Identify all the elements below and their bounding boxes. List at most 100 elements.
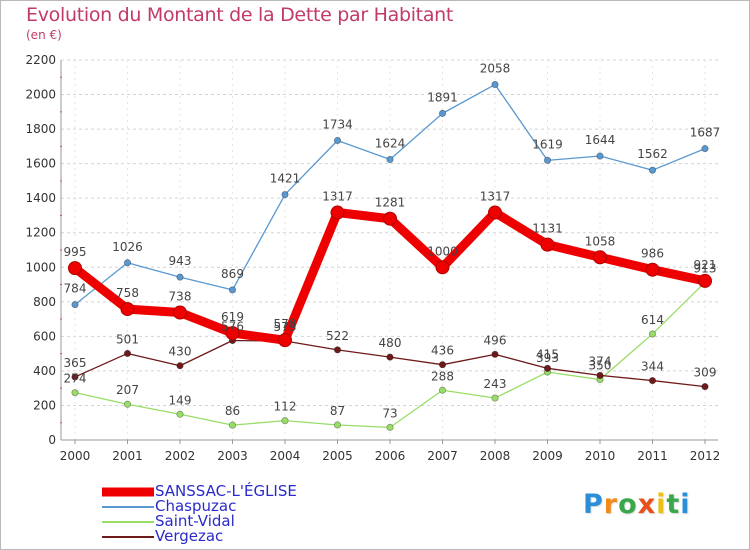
data-label: 1562	[637, 147, 668, 161]
x-tick-label: 2010	[585, 449, 616, 463]
data-point	[228, 421, 237, 429]
data-label: 576	[221, 320, 244, 334]
y-tick-label: 800	[33, 295, 56, 309]
data-point	[281, 190, 289, 199]
logo-letter: i	[656, 489, 667, 520]
data-label: 1000	[427, 244, 458, 258]
data-point	[491, 350, 499, 358]
data-label: 309	[694, 366, 717, 380]
data-point	[176, 410, 184, 418]
x-tick-label: 2003	[217, 449, 248, 463]
data-point	[123, 349, 132, 358]
data-point	[543, 364, 552, 372]
data-label: 614	[641, 313, 664, 327]
data-point	[488, 205, 502, 220]
data-point	[438, 109, 447, 117]
data-label: 1891	[427, 90, 458, 104]
logo-letter: r	[603, 489, 619, 520]
data-point	[120, 302, 135, 317]
data-point	[228, 286, 237, 294]
data-point	[71, 389, 79, 397]
data-label: 365	[64, 356, 87, 370]
data-point	[435, 260, 450, 275]
x-tick-label: 2012	[690, 449, 721, 463]
y-tick-label: 1800	[25, 122, 56, 136]
data-point	[648, 166, 657, 174]
logo-letter: i	[680, 489, 691, 520]
x-tick-label: 2009	[532, 449, 563, 463]
data-point	[438, 361, 447, 369]
data-label: 430	[169, 345, 192, 359]
data-label: 1619	[532, 137, 563, 151]
legend-label-sanssac: SANSSAC-L'ÉGLISE	[155, 482, 297, 500]
data-point	[281, 417, 289, 425]
x-tick-label: 2006	[375, 449, 406, 463]
logo-letter: o	[618, 489, 638, 520]
y-tick-label: 1200	[25, 226, 56, 240]
data-label: 415	[536, 347, 559, 361]
data-label: 1026	[112, 240, 143, 254]
data-label: 1131	[532, 222, 563, 236]
data-label: 344	[641, 360, 664, 374]
chart-subtitle: (en €)	[26, 28, 62, 42]
y-tick-label: 200	[33, 398, 56, 412]
data-point	[330, 205, 345, 220]
x-tick-label: 2007	[427, 449, 458, 463]
y-tick-label: 1000	[25, 260, 56, 274]
data-label: 522	[326, 329, 349, 343]
data-label: 350	[589, 359, 612, 373]
data-label: 1281	[375, 196, 406, 210]
data-label: 1687	[690, 126, 721, 140]
y-tick-label: 1600	[25, 157, 56, 171]
data-label: 393	[536, 351, 559, 365]
data-point	[593, 250, 607, 265]
y-tick-label: 1400	[25, 191, 56, 205]
data-point	[333, 346, 342, 354]
data-point	[596, 152, 604, 160]
data-point	[123, 259, 132, 267]
data-label: 1317	[322, 190, 353, 204]
data-point	[71, 373, 79, 381]
data-point	[645, 262, 660, 277]
legend-label-saint-vidal: Saint-Vidal	[155, 512, 235, 530]
x-tick-label: 2002	[165, 449, 196, 463]
data-point	[176, 273, 184, 281]
data-label: 578	[274, 317, 297, 331]
data-label: 288	[431, 369, 454, 383]
data-label: 1421	[270, 172, 301, 186]
legend-swatch-chaspuzac	[102, 505, 154, 508]
data-label: 913	[694, 261, 717, 275]
y-tick-label: 600	[33, 329, 56, 343]
data-label: 921	[694, 258, 717, 272]
x-tick-label: 2008	[480, 449, 511, 463]
x-tick-label: 2000	[60, 449, 91, 463]
data-label: 995	[64, 245, 87, 259]
data-label: 87	[330, 404, 345, 418]
data-point	[68, 261, 82, 276]
logo-letter: x	[637, 489, 657, 520]
data-label: 243	[484, 377, 507, 391]
data-point	[543, 156, 552, 164]
data-point	[123, 400, 132, 408]
data-point	[176, 362, 184, 370]
data-label: 496	[484, 333, 507, 347]
data-point	[71, 300, 79, 309]
data-point	[386, 155, 394, 164]
data-label: 1644	[585, 133, 616, 147]
data-label: 1734	[322, 117, 353, 131]
proxiti-logo: Proxiti	[583, 489, 691, 520]
y-tick-label: 2000	[25, 88, 56, 102]
data-label: 619	[221, 310, 244, 324]
data-point	[701, 145, 709, 153]
data-label: 986	[641, 247, 664, 261]
x-tick-label: 2001	[112, 449, 143, 463]
data-label: 758	[116, 286, 139, 300]
data-label: 374	[589, 354, 612, 368]
data-label: 480	[379, 336, 402, 350]
data-point	[698, 273, 712, 288]
legend-label-chaspuzac: Chaspuzac	[155, 497, 237, 515]
data-point	[173, 305, 187, 320]
data-label: 738	[169, 290, 192, 304]
